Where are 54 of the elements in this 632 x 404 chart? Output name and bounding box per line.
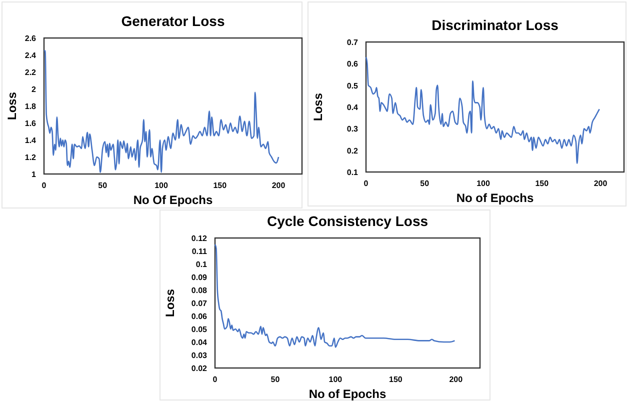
y-tick-label: 1.2 — [24, 153, 37, 162]
x-tick-label: 200 — [594, 179, 608, 188]
y-tick-label: 1.4 — [24, 136, 37, 145]
line-series — [214, 244, 456, 348]
y-tick-label: 2.2 — [24, 68, 37, 77]
x-tick-label: 100 — [476, 179, 490, 188]
y-tick-label: 1.8 — [24, 102, 37, 111]
x-axis-title: No of Epochs — [456, 191, 534, 205]
y-tick-label: 2.6 — [24, 34, 37, 43]
y-axis-title: Loss — [5, 92, 19, 120]
x-tick-label: 0 — [42, 181, 47, 190]
y-tick-label: 0.2 — [346, 146, 359, 156]
y-tick-label: 0.05 — [191, 325, 208, 334]
x-tick-label: 50 — [98, 181, 108, 190]
y-axis-title: Loss — [163, 288, 177, 318]
x-tick-label: 100 — [328, 375, 343, 384]
y-tick-label: 2 — [32, 85, 37, 94]
y-tick-label: 0.1 — [346, 168, 359, 177]
line-series — [43, 50, 280, 173]
x-tick-label: 150 — [535, 179, 550, 188]
y-tick-label: 1.6 — [24, 119, 37, 128]
x-tick-label: 100 — [154, 181, 168, 190]
x-tick-label: 50 — [270, 375, 280, 384]
y-tick-label: 0.5 — [346, 81, 359, 90]
x-axis-title: No Of Epochs — [133, 193, 213, 207]
y-tick-label: 0.06 — [191, 312, 208, 321]
x-tick-label: 200 — [449, 375, 464, 384]
x-tick-label: 150 — [389, 375, 403, 384]
y-axis-title: Loss — [311, 92, 325, 122]
x-tick-label: 50 — [420, 179, 430, 188]
y-tick-label: 0.02 — [191, 364, 208, 373]
line-series — [365, 56, 600, 164]
y-tick-label: 0.04 — [191, 338, 208, 347]
x-tick-label: 150 — [213, 181, 228, 190]
y-tick-label: 0.12 — [191, 234, 208, 243]
y-tick-label: 0.4 — [346, 103, 359, 112]
chart-title: Cycle Consistency Loss — [266, 213, 428, 229]
x-tick-label: 200 — [272, 181, 286, 190]
x-tick-label: 0 — [212, 375, 218, 384]
chart-title: Discriminator Loss — [432, 17, 559, 33]
y-tick-label: 2.4 — [24, 51, 37, 60]
y-tick-label: 0.11 — [192, 247, 208, 256]
x-axis-title: No of Epochs — [308, 387, 386, 401]
y-tick-label: 0.7 — [346, 38, 359, 47]
y-tick-label: 0.6 — [346, 60, 359, 69]
y-tick-label: 1 — [32, 170, 37, 179]
y-tick-label: 0.1 — [196, 260, 208, 269]
chart-title: Generator Loss — [121, 13, 225, 29]
y-tick-label: 0.07 — [191, 299, 208, 308]
y-tick-label: 0.09 — [191, 273, 208, 282]
y-tick-label: 0.08 — [191, 286, 208, 295]
y-tick-label: 0.03 — [191, 351, 208, 360]
y-tick-label: 0.3 — [346, 124, 359, 134]
x-tick-label: 0 — [364, 179, 369, 188]
